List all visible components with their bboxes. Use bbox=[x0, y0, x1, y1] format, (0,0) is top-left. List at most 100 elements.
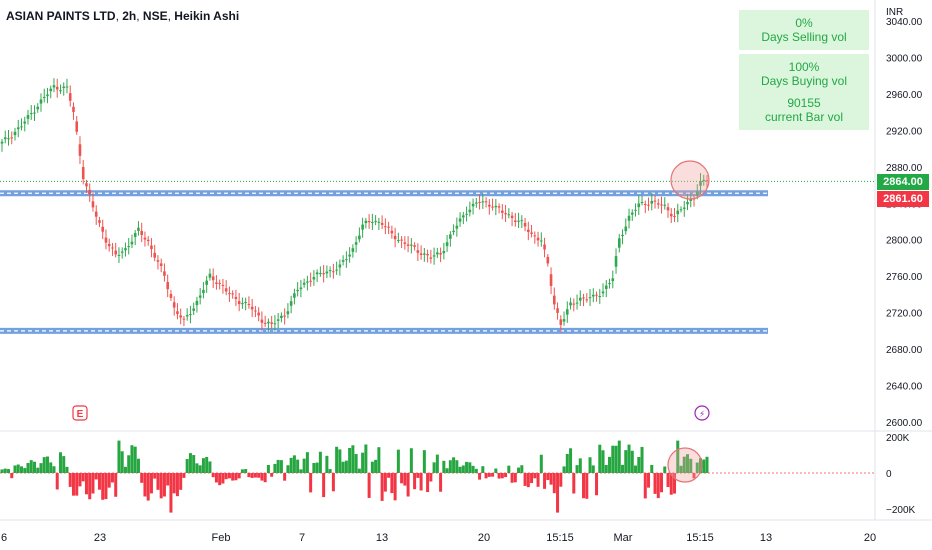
volume-bar bbox=[461, 465, 465, 473]
volume-bar bbox=[289, 457, 293, 473]
stat-value: 100% bbox=[788, 60, 820, 74]
candle-body bbox=[39, 99, 43, 104]
volume-bar bbox=[595, 473, 599, 496]
volume-bar bbox=[556, 473, 560, 513]
candle-body bbox=[354, 242, 358, 245]
volume-bar bbox=[13, 465, 17, 473]
volume-bar bbox=[383, 473, 387, 492]
candle-body bbox=[65, 86, 69, 88]
volume-bar bbox=[647, 473, 651, 488]
volume-bar bbox=[29, 460, 33, 473]
volume-bar bbox=[630, 450, 634, 473]
volume-bar bbox=[188, 453, 192, 473]
volume-bar bbox=[689, 458, 693, 473]
candle-body bbox=[7, 138, 10, 140]
volume-bar bbox=[543, 473, 547, 489]
candle-body bbox=[358, 235, 361, 240]
candle-body bbox=[101, 226, 105, 232]
candle-body bbox=[374, 220, 377, 222]
volume-bar bbox=[484, 473, 488, 479]
candle-body bbox=[62, 86, 66, 88]
candle-body bbox=[390, 230, 394, 234]
candle-body bbox=[156, 260, 160, 262]
candle-body bbox=[322, 273, 325, 275]
volume-bar bbox=[296, 459, 300, 473]
candle-body bbox=[260, 319, 264, 323]
candle-body bbox=[504, 213, 507, 215]
candle-body bbox=[29, 113, 33, 115]
volume-bar bbox=[530, 473, 534, 484]
candle-body bbox=[423, 253, 426, 255]
candle-body bbox=[273, 323, 277, 325]
volume-bar bbox=[523, 473, 527, 486]
volume-bar bbox=[614, 445, 618, 473]
volume-bar bbox=[244, 469, 248, 473]
volume-bar bbox=[81, 473, 85, 482]
candle-body bbox=[523, 222, 527, 227]
volume-bar bbox=[45, 456, 49, 473]
earnings-marker-icon bbox=[72, 405, 88, 421]
candle-body bbox=[85, 183, 88, 187]
candle-body bbox=[497, 206, 501, 208]
volume-bar bbox=[627, 444, 631, 473]
volume-bar bbox=[604, 465, 608, 473]
current-bar-vol-box: 90155 current Bar vol bbox=[739, 90, 869, 130]
candle-body bbox=[410, 244, 413, 246]
candle-body bbox=[627, 215, 631, 221]
stat-value: 0% bbox=[795, 16, 813, 30]
candle-body bbox=[569, 302, 572, 306]
volume-bar bbox=[354, 454, 358, 473]
volume-bar bbox=[231, 473, 235, 481]
candle-body bbox=[263, 322, 267, 324]
candle-body bbox=[91, 201, 95, 208]
volume-bar bbox=[640, 446, 644, 473]
candle-body bbox=[527, 229, 530, 232]
candle-body bbox=[169, 293, 173, 298]
volume-bar bbox=[546, 473, 550, 480]
volume-bar bbox=[237, 473, 241, 479]
support-resistance-band bbox=[0, 327, 768, 334]
volume-bar bbox=[634, 465, 638, 473]
candle-body bbox=[72, 106, 75, 112]
candle-body bbox=[455, 225, 459, 229]
candle-body bbox=[419, 253, 423, 255]
volume-bar bbox=[559, 473, 563, 487]
volume-bar bbox=[660, 473, 664, 493]
volume-bar bbox=[107, 473, 111, 488]
candle-body bbox=[244, 301, 247, 303]
volume-bar bbox=[19, 466, 23, 473]
volume-bar bbox=[439, 473, 443, 492]
last-price-badge: 2864.00 bbox=[877, 174, 929, 190]
volume-bar bbox=[686, 454, 690, 473]
candle-body bbox=[598, 295, 602, 297]
volume-bar bbox=[380, 473, 384, 501]
volume-bar bbox=[253, 473, 257, 478]
candle-body bbox=[335, 269, 338, 271]
time-tick-label: 20 bbox=[864, 532, 876, 544]
candle-body bbox=[10, 137, 14, 139]
volume-bar bbox=[435, 454, 439, 473]
chart-title[interactable]: ASIAN PAINTS LTD, 2h, NSE, Heikin Ashi bbox=[6, 9, 240, 23]
volume-bar bbox=[224, 473, 228, 480]
candle-body bbox=[286, 311, 290, 315]
dividend-marker-icon bbox=[694, 405, 710, 421]
candle-body bbox=[163, 271, 166, 276]
volume-bar bbox=[75, 473, 79, 496]
volume-bar bbox=[273, 463, 277, 473]
volume-bar bbox=[458, 466, 462, 473]
volume-bar bbox=[78, 473, 82, 487]
candle-body bbox=[673, 216, 676, 218]
candle-body bbox=[146, 239, 150, 242]
candle-body bbox=[611, 278, 615, 282]
volume-bar bbox=[257, 473, 261, 478]
candle-body bbox=[442, 250, 446, 254]
candle-body bbox=[182, 318, 186, 320]
volume-bar bbox=[328, 469, 332, 473]
volume-bar bbox=[608, 456, 612, 473]
symbol-name: ASIAN PAINTS LTD bbox=[6, 9, 116, 23]
candle-body bbox=[650, 200, 654, 204]
volume-tick-label: −200K bbox=[886, 505, 916, 516]
candle-body bbox=[130, 241, 134, 245]
candle-body bbox=[185, 315, 189, 317]
price-tick-label: 2640.00 bbox=[886, 382, 923, 393]
